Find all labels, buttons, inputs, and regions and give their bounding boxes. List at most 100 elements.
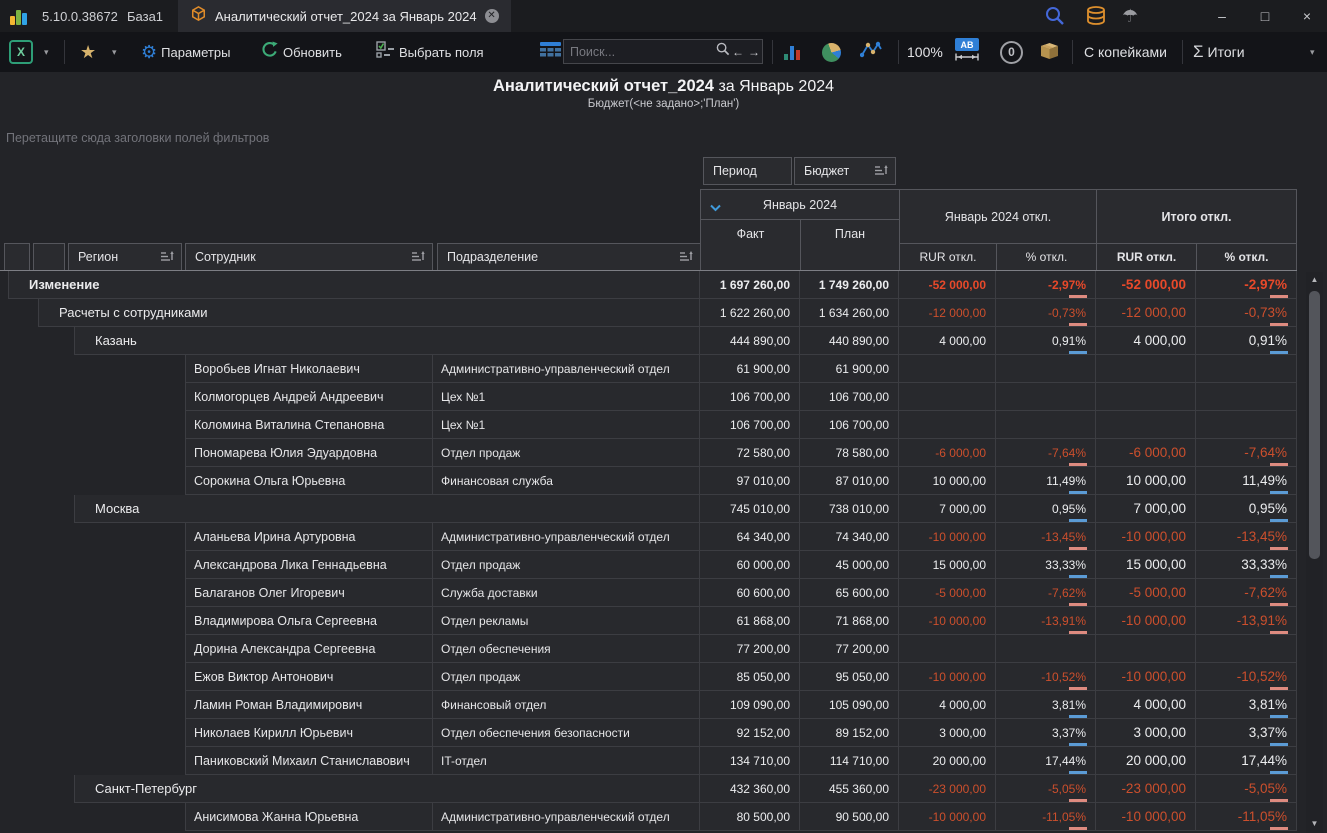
value-cell[interactable]: 85 050,00 <box>700 663 800 691</box>
value-cell[interactable]: -13,45% <box>996 523 1096 551</box>
value-cell[interactable]: 444 890,00 <box>700 327 800 355</box>
value-cell[interactable]: 3,37% <box>1196 719 1297 747</box>
department-cell[interactable]: Отдел продаж <box>433 663 700 691</box>
value-cell[interactable]: 65 600,00 <box>800 579 899 607</box>
employee-cell[interactable]: Ламин Роман Владимирович <box>185 691 433 719</box>
employee-cell[interactable]: Владимирова Ольга Сергеевна <box>185 607 433 635</box>
value-cell[interactable] <box>1096 411 1196 439</box>
value-cell[interactable]: -10 000,00 <box>1096 523 1196 551</box>
employee-cell[interactable]: Александрова Лика Геннадьевна <box>185 551 433 579</box>
row-label[interactable]: Санкт-Петербург <box>74 775 700 803</box>
value-cell[interactable]: -12 000,00 <box>1096 299 1196 327</box>
value-cell[interactable]: 33,33% <box>1196 551 1297 579</box>
value-cell[interactable]: -23 000,00 <box>1096 775 1196 803</box>
employee-cell[interactable]: Аланьева Ирина Артуровна <box>185 523 433 551</box>
value-cell[interactable]: 3 000,00 <box>899 719 996 747</box>
value-cell[interactable]: 10 000,00 <box>899 467 996 495</box>
value-cell[interactable]: 15 000,00 <box>1096 551 1196 579</box>
value-cell[interactable]: 738 010,00 <box>800 495 899 523</box>
value-cell[interactable]: -10 000,00 <box>1096 607 1196 635</box>
value-cell[interactable]: 92 152,00 <box>700 719 800 747</box>
sort-icon[interactable] <box>875 165 888 179</box>
value-cell[interactable] <box>1196 411 1297 439</box>
value-cell[interactable]: -13,45% <box>1196 523 1297 551</box>
value-cell[interactable]: 60 600,00 <box>700 579 800 607</box>
value-cell[interactable] <box>996 635 1096 663</box>
value-cell[interactable]: 87 010,00 <box>800 467 899 495</box>
value-cell[interactable]: 61 900,00 <box>800 355 899 383</box>
value-cell[interactable]: -12 000,00 <box>899 299 996 327</box>
value-cell[interactable]: 7 000,00 <box>899 495 996 523</box>
value-cell[interactable]: 11,49% <box>996 467 1096 495</box>
value-cell[interactable]: -0,73% <box>1196 299 1297 327</box>
department-cell[interactable]: Финансовая служба <box>433 467 700 495</box>
value-cell[interactable]: -5 000,00 <box>899 579 996 607</box>
value-cell[interactable]: 3,37% <box>996 719 1096 747</box>
value-cell[interactable]: -10 000,00 <box>1096 803 1196 831</box>
umbrella-icon[interactable]: ☂ <box>1122 0 1138 32</box>
value-cell[interactable]: 106 700,00 <box>700 411 800 439</box>
value-cell[interactable] <box>899 355 996 383</box>
field-button-budget[interactable]: Бюджет <box>794 157 896 185</box>
excel-export-dropdown[interactable]: ▾ <box>44 32 49 72</box>
value-cell[interactable]: 134 710,00 <box>700 747 800 775</box>
kopecks-toggle[interactable]: С копейками <box>1084 32 1167 72</box>
sort-icon[interactable] <box>412 251 425 265</box>
search-next-icon[interactable]: → <box>746 45 762 59</box>
employee-cell[interactable]: Коломина Виталина Степановна <box>185 411 433 439</box>
value-cell[interactable]: 105 090,00 <box>800 691 899 719</box>
select-fields-button[interactable]: Выбрать поля <box>376 32 484 72</box>
value-cell[interactable]: 45 000,00 <box>800 551 899 579</box>
value-cell[interactable]: 77 200,00 <box>700 635 800 663</box>
search-input[interactable] <box>564 45 716 59</box>
report-tab[interactable]: Аналитический отчет_2024 за Январь 2024 … <box>178 0 511 32</box>
value-cell[interactable]: -11,05% <box>1196 803 1297 831</box>
favorites-button[interactable]: ★ <box>80 32 96 72</box>
value-cell[interactable]: 0,95% <box>996 495 1096 523</box>
value-cell[interactable]: 90 500,00 <box>800 803 899 831</box>
employee-cell[interactable]: Анисимова Жанна Юрьевна <box>185 803 433 831</box>
field-button-employee[interactable]: Сотрудник <box>185 243 433 271</box>
parameters-button[interactable]: ⚙ Параметры <box>141 32 230 72</box>
line-chart-button[interactable] <box>860 32 883 72</box>
search-field-icon[interactable] <box>716 42 730 61</box>
refresh-button[interactable]: Обновить <box>260 32 342 72</box>
value-cell[interactable]: 7 000,00 <box>1096 495 1196 523</box>
value-cell[interactable]: 109 090,00 <box>700 691 800 719</box>
value-cell[interactable]: 3,81% <box>996 691 1096 719</box>
value-cell[interactable] <box>899 635 996 663</box>
value-cell[interactable]: 106 700,00 <box>700 383 800 411</box>
value-cell[interactable]: 0,91% <box>996 327 1096 355</box>
grid-view-button[interactable] <box>540 32 561 72</box>
tab-close-icon[interactable]: ✕ <box>485 9 499 23</box>
pie-chart-button[interactable] <box>822 32 841 72</box>
row-label[interactable]: Москва <box>74 495 700 523</box>
value-cell[interactable]: 17,44% <box>996 747 1096 775</box>
value-cell[interactable] <box>1096 383 1196 411</box>
department-cell[interactable]: Отдел рекламы <box>433 607 700 635</box>
value-cell[interactable]: 11,49% <box>1196 467 1297 495</box>
value-cell[interactable]: 440 890,00 <box>800 327 899 355</box>
value-cell[interactable]: -13,91% <box>996 607 1096 635</box>
minimize-button[interactable]: – <box>1202 0 1242 32</box>
value-cell[interactable]: -10,52% <box>996 663 1096 691</box>
value-cell[interactable]: -52 000,00 <box>899 271 996 299</box>
value-cell[interactable]: 17,44% <box>1196 747 1297 775</box>
sort-icon[interactable] <box>161 251 174 265</box>
department-cell[interactable]: Отдел продаж <box>433 439 700 467</box>
value-cell[interactable]: 78 580,00 <box>800 439 899 467</box>
hide-zeros-button[interactable]: 0 <box>1000 32 1023 72</box>
value-cell[interactable]: 20 000,00 <box>1096 747 1196 775</box>
value-cell[interactable]: -13,91% <box>1196 607 1297 635</box>
col-group-month[interactable]: Январь 2024 <box>700 189 900 220</box>
col-header-rur-deviation[interactable]: RUR откл. <box>899 243 997 271</box>
department-cell[interactable]: Служба доставки <box>433 579 700 607</box>
value-cell[interactable]: 80 500,00 <box>700 803 800 831</box>
value-cell[interactable]: 106 700,00 <box>800 383 899 411</box>
value-cell[interactable]: -10,52% <box>1196 663 1297 691</box>
collapse-chevron-icon[interactable] <box>710 201 721 215</box>
value-cell[interactable]: -52 000,00 <box>1096 271 1196 299</box>
value-cell[interactable] <box>1196 635 1297 663</box>
field-button-region[interactable]: Регион <box>68 243 182 271</box>
col-header-total-pct-deviation[interactable]: % откл. <box>1196 243 1297 271</box>
